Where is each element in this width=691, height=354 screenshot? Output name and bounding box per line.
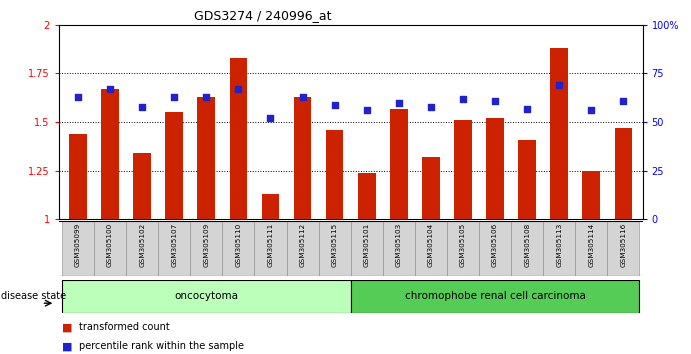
Bar [383,221,415,276]
Bar [422,157,439,219]
Bar [165,113,183,219]
Bar [158,221,190,276]
Bar [254,221,287,276]
Bar [287,221,319,276]
Bar [69,134,87,219]
Point [137,104,148,109]
Text: GSM305115: GSM305115 [332,223,338,267]
Point [361,108,372,113]
Point [586,108,597,113]
Bar [390,108,408,219]
Text: GSM305105: GSM305105 [460,223,466,267]
Text: GSM305108: GSM305108 [524,223,530,267]
Title: GDS3274 / 240996_at: GDS3274 / 240996_at [194,9,332,22]
Text: GSM305102: GSM305102 [139,223,145,267]
Bar [479,221,511,276]
Bar [133,153,151,219]
Bar [415,221,447,276]
Text: GSM305101: GSM305101 [363,223,370,267]
Point [553,82,565,88]
Bar [62,221,94,276]
Text: GSM305110: GSM305110 [236,223,241,267]
Point [73,94,84,99]
Bar [518,139,536,219]
Point [489,98,500,103]
Bar [62,280,350,313]
Text: disease state: disease state [1,291,66,302]
Bar [551,48,568,219]
Point [265,115,276,121]
Bar [223,221,254,276]
Point [104,86,115,92]
Bar [198,97,215,219]
Bar [575,221,607,276]
Point [393,100,404,105]
Bar [614,128,632,219]
Text: GSM305104: GSM305104 [428,223,434,267]
Text: GSM305100: GSM305100 [107,223,113,267]
Bar [583,171,600,219]
Text: transformed count: transformed count [79,322,170,332]
Bar [350,280,639,313]
Bar [102,89,119,219]
Bar [486,118,504,219]
Text: GSM305111: GSM305111 [267,223,274,267]
Bar [543,221,575,276]
Point [169,94,180,99]
Bar [94,221,126,276]
Text: GSM305106: GSM305106 [492,223,498,267]
Bar [511,221,543,276]
Point [297,94,308,99]
Text: GSM305103: GSM305103 [396,223,401,267]
Text: GSM305107: GSM305107 [171,223,177,267]
Text: chromophobe renal cell carcinoma: chromophobe renal cell carcinoma [405,291,585,302]
Bar [326,130,343,219]
Point [233,86,244,92]
Bar [229,58,247,219]
Text: GSM305109: GSM305109 [203,223,209,267]
Text: GSM305112: GSM305112 [300,223,305,267]
Point [329,102,340,107]
Text: percentile rank within the sample: percentile rank within the sample [79,341,245,351]
Bar [358,173,375,219]
Bar [607,221,639,276]
Bar [447,221,479,276]
Text: ■: ■ [62,322,73,332]
Text: GSM305113: GSM305113 [556,223,562,267]
Text: GSM305116: GSM305116 [621,223,626,267]
Text: GSM305114: GSM305114 [588,223,594,267]
Point [201,94,212,99]
Bar [454,120,472,219]
Point [426,104,437,109]
Point [522,105,533,111]
Point [618,98,629,103]
Text: GSM305099: GSM305099 [75,223,81,267]
Bar [190,221,223,276]
Bar [350,221,383,276]
Text: oncocytoma: oncocytoma [174,291,238,302]
Bar [126,221,158,276]
Bar [319,221,350,276]
Text: ■: ■ [62,341,73,351]
Point [457,96,468,102]
Bar [294,97,312,219]
Bar [262,194,279,219]
